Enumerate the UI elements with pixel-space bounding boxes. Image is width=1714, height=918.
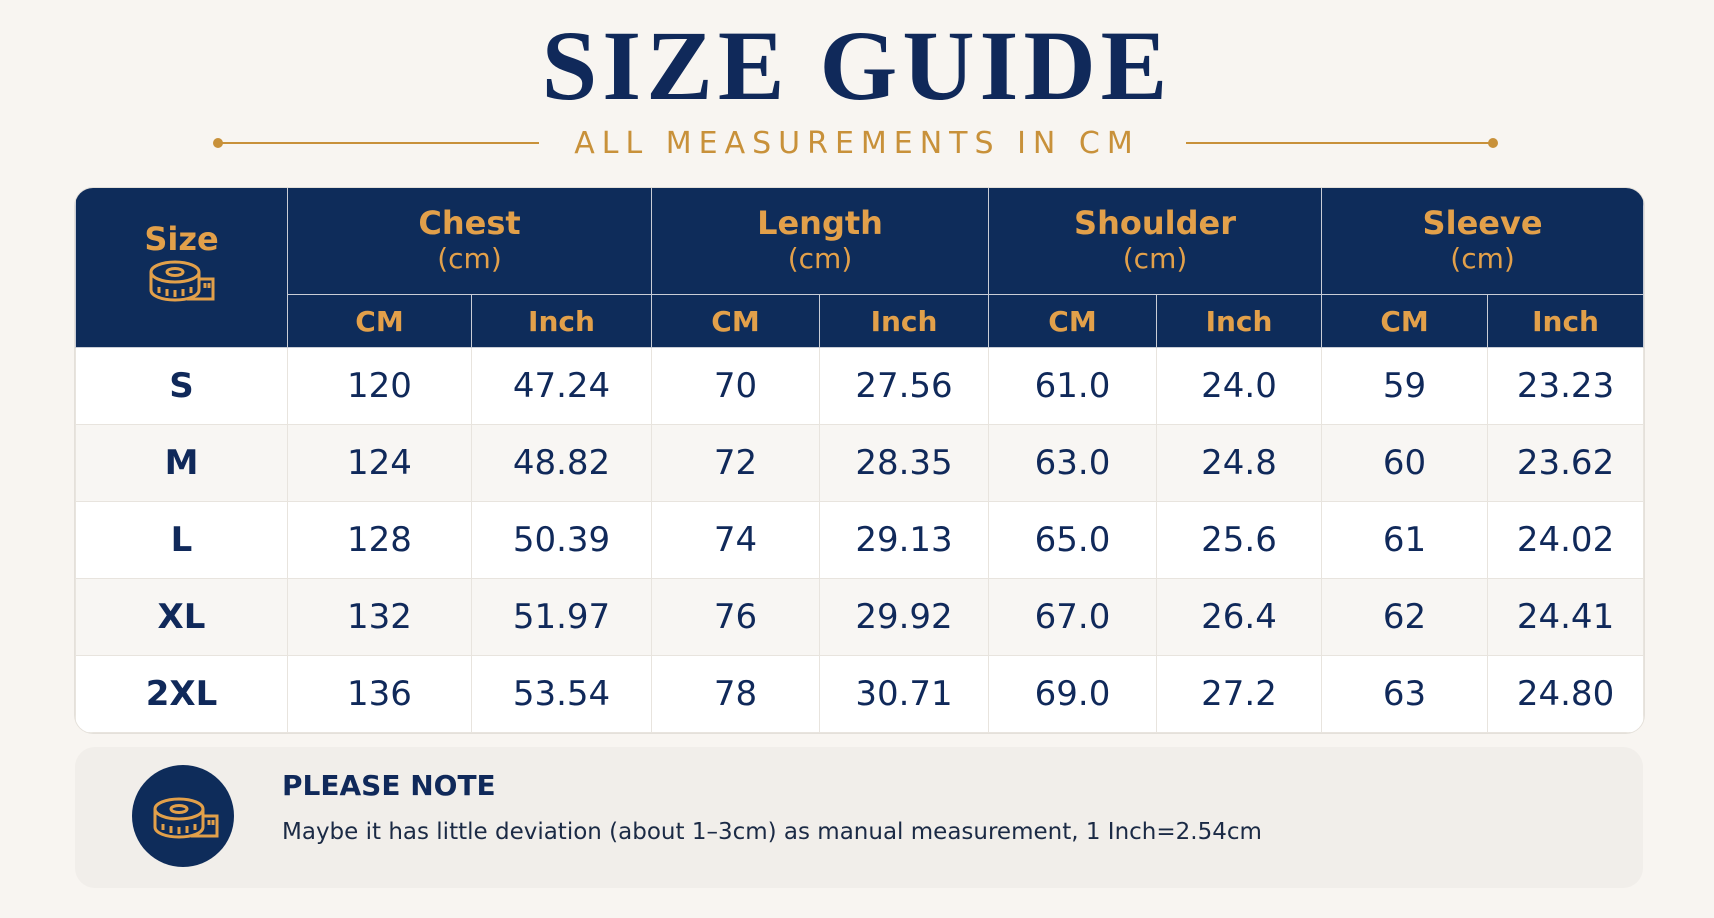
cell: 60: [1321, 424, 1489, 502]
subcolumn-header: Inch: [1156, 294, 1323, 348]
subcolumn-header: Inch: [818, 294, 990, 348]
size-table: Size Chest (cm) Length (cm) Shoulder (cm) Slee…: [75, 188, 1645, 733]
group-name: Chest: [418, 204, 521, 242]
dot: [1488, 138, 1498, 148]
note-text: Maybe it has little deviation (about 1–3…: [282, 819, 1262, 845]
note-box: PLEASE NOTE Maybe it has little deviatio…: [75, 747, 1643, 888]
cell: 25.6: [1156, 501, 1323, 579]
title: SIZE GUIDE: [541, 10, 1173, 121]
note-icon: [132, 765, 234, 867]
subcolumn-header: CM: [988, 294, 1158, 348]
cell: 26.4: [1156, 578, 1323, 656]
tape-icon: [149, 260, 214, 302]
table-row: XL 132 51.97 76 29.92 67.0 26.4 62 24.41: [75, 578, 1645, 656]
table-row: S 120 47.24 70 27.56 61.0 24.0 59 23.23: [75, 347, 1645, 425]
group-header: Chest (cm): [287, 188, 652, 295]
cell: 23.62: [1487, 424, 1645, 502]
table-row: L 128 50.39 74 29.13 65.0 25.6 61 24.02: [75, 501, 1645, 579]
group-unit: (cm): [1122, 242, 1188, 275]
cell: 27.2: [1156, 655, 1323, 733]
cell: 74: [651, 501, 820, 579]
cell: 48.82: [471, 424, 652, 502]
subheader-row: CM Inch CM Inch CM Inch CM Inch: [76, 294, 1645, 348]
dot: [213, 138, 223, 148]
subcolumn-header: CM: [287, 294, 472, 348]
cell: 28.35: [818, 424, 990, 502]
cell: 24.8: [1156, 424, 1323, 502]
group-unit: (cm): [1450, 242, 1515, 275]
rule: [1186, 142, 1493, 144]
cell: 61: [1321, 501, 1489, 579]
table-row: M 124 48.82 72 28.35 63.0 24.8 60 23.62: [75, 424, 1645, 502]
note-title: PLEASE NOTE: [282, 769, 496, 802]
cell: 23.23: [1487, 347, 1645, 425]
group-unit: (cm): [437, 242, 502, 275]
size-cell: M: [75, 424, 288, 502]
size-cell: S: [75, 347, 288, 425]
cell: 30.71: [818, 655, 990, 733]
cell: 132: [287, 578, 472, 656]
cell: 136: [287, 655, 472, 733]
cell: 47.24: [471, 347, 652, 425]
group-name: Sleeve: [1422, 204, 1543, 242]
cell: 128: [287, 501, 472, 579]
cell: 76: [651, 578, 820, 656]
subtitle: ALL MEASUREMENTS IN CM: [574, 126, 1140, 161]
subcolumn-header: CM: [1321, 294, 1489, 348]
cell: 65.0: [988, 501, 1158, 579]
group-name: Length: [757, 204, 883, 242]
size-header: Size: [75, 188, 288, 348]
group-header: Length (cm): [650, 188, 990, 295]
group-header: Sleeve (cm): [1321, 188, 1645, 295]
cell: 29.92: [818, 578, 990, 656]
group-header: Shoulder (cm): [988, 188, 1323, 295]
cell: 50.39: [471, 501, 652, 579]
cell: 24.80: [1487, 655, 1645, 733]
subcolumn-header: Inch: [1487, 294, 1645, 348]
size-cell: 2XL: [75, 655, 288, 733]
subcolumn-header: CM: [651, 294, 820, 348]
cell: 70: [651, 347, 820, 425]
cell: 63.0: [988, 424, 1158, 502]
cell: 53.54: [471, 655, 652, 733]
header-row: Size Chest (cm) Length (cm) Shoulder (cm) Slee…: [75, 188, 1645, 348]
size-label: Size: [144, 220, 219, 258]
cell: 24.41: [1487, 578, 1645, 656]
cell: 24.0: [1156, 347, 1323, 425]
rule: [218, 142, 539, 144]
cell: 27.56: [818, 347, 990, 425]
table-body: S 120 47.24 70 27.56 61.0 24.0 59 23.23 M 124 48.82…: [75, 347, 1645, 733]
cell: 29.13: [818, 501, 990, 579]
cell: 72: [651, 424, 820, 502]
group-unit: (cm): [787, 242, 853, 275]
subcolumn-header: Inch: [471, 294, 652, 348]
group-name: Shoulder: [1074, 204, 1236, 242]
cell: 63: [1321, 655, 1489, 733]
cell: 24.02: [1487, 501, 1645, 579]
cell: 51.97: [471, 578, 652, 656]
cell: 69.0: [988, 655, 1158, 733]
cell: 120: [287, 347, 472, 425]
size-cell: XL: [75, 578, 288, 656]
cell: 78: [651, 655, 820, 733]
cell: 124: [287, 424, 472, 502]
cell: 59: [1321, 347, 1489, 425]
cell: 67.0: [988, 578, 1158, 656]
table-head: Size Chest (cm) Length (cm) Shoulder (cm) Slee…: [75, 188, 1645, 348]
size-cell: L: [75, 501, 288, 579]
cell: 62: [1321, 578, 1489, 656]
table-row: 2XL 136 53.54 78 30.71 69.0 27.2 63 24.80: [75, 655, 1645, 733]
cell: 61.0: [988, 347, 1158, 425]
